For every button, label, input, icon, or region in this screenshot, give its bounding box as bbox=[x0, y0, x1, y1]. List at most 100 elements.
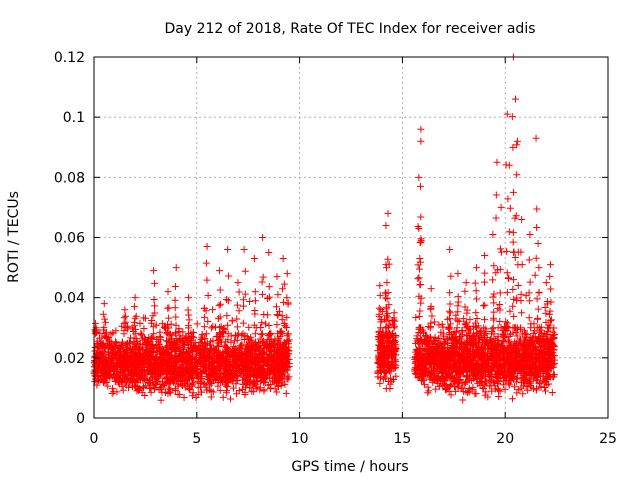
data-point bbox=[179, 328, 187, 336]
data-point bbox=[183, 364, 191, 372]
data-point bbox=[263, 340, 271, 348]
data-point bbox=[506, 204, 514, 212]
data-point bbox=[129, 371, 137, 379]
data-point bbox=[517, 324, 525, 332]
data-point bbox=[454, 317, 462, 325]
data-point bbox=[479, 385, 487, 393]
data-point bbox=[442, 381, 450, 389]
data-point bbox=[235, 387, 243, 395]
data-point bbox=[452, 387, 460, 395]
data-point bbox=[376, 345, 384, 353]
data-point bbox=[209, 306, 217, 314]
data-point bbox=[513, 171, 521, 179]
data-point bbox=[196, 351, 204, 359]
data-point bbox=[267, 384, 275, 392]
data-point bbox=[137, 372, 145, 380]
data-point bbox=[537, 383, 545, 391]
data-point bbox=[172, 321, 180, 329]
data-point bbox=[438, 320, 446, 328]
data-point bbox=[479, 302, 487, 310]
data-point bbox=[123, 375, 131, 383]
data-point bbox=[241, 267, 249, 275]
data-point bbox=[496, 387, 504, 395]
data-point bbox=[432, 385, 440, 393]
data-point bbox=[119, 386, 127, 394]
data-point bbox=[254, 354, 262, 362]
data-point bbox=[481, 301, 489, 309]
data-point bbox=[450, 357, 458, 365]
data-point bbox=[417, 364, 425, 372]
data-point bbox=[495, 392, 503, 400]
data-point bbox=[488, 376, 496, 384]
data-point bbox=[240, 335, 248, 343]
data-point bbox=[235, 346, 243, 354]
data-point bbox=[160, 323, 168, 331]
data-point bbox=[161, 389, 169, 397]
peak-point bbox=[390, 309, 398, 317]
data-point bbox=[379, 353, 387, 361]
data-point bbox=[426, 324, 434, 332]
data-point bbox=[226, 395, 234, 403]
peak-point bbox=[454, 270, 462, 278]
data-point bbox=[275, 350, 283, 358]
data-point bbox=[465, 387, 473, 395]
data-point bbox=[414, 354, 422, 362]
data-point bbox=[481, 391, 489, 399]
data-point bbox=[224, 330, 232, 338]
peak-point bbox=[164, 288, 172, 296]
data-point bbox=[389, 375, 397, 383]
data-point bbox=[533, 205, 541, 213]
data-point bbox=[541, 303, 549, 311]
data-point bbox=[207, 346, 215, 354]
data-point bbox=[490, 308, 498, 316]
data-point bbox=[220, 350, 228, 358]
data-point bbox=[442, 359, 450, 367]
data-point bbox=[484, 345, 492, 353]
data-point bbox=[252, 373, 260, 381]
data-point bbox=[390, 324, 398, 332]
data-point bbox=[98, 349, 106, 357]
data-point bbox=[151, 302, 159, 310]
data-point bbox=[493, 358, 501, 366]
data-point bbox=[515, 342, 523, 350]
data-point bbox=[513, 375, 521, 383]
data-point bbox=[383, 295, 391, 303]
data-point bbox=[95, 364, 103, 372]
data-point bbox=[379, 307, 387, 315]
data-point bbox=[175, 364, 183, 372]
data-point bbox=[382, 385, 390, 393]
data-point bbox=[379, 375, 387, 383]
data-point bbox=[548, 389, 556, 397]
data-point bbox=[166, 377, 174, 385]
data-point bbox=[513, 294, 521, 302]
data-point bbox=[143, 347, 151, 355]
data-point bbox=[527, 383, 535, 391]
data-point bbox=[488, 387, 496, 395]
data-point bbox=[234, 372, 242, 380]
data-point bbox=[415, 324, 423, 332]
data-point bbox=[128, 349, 136, 357]
data-point bbox=[378, 343, 386, 351]
data-point bbox=[283, 313, 291, 321]
data-point bbox=[384, 360, 392, 368]
data-point bbox=[505, 228, 513, 236]
data-point bbox=[445, 324, 453, 332]
data-point bbox=[384, 255, 392, 263]
data-point bbox=[525, 314, 533, 322]
data-point bbox=[283, 324, 291, 332]
data-point bbox=[102, 378, 110, 386]
data-point bbox=[142, 339, 150, 347]
data-point bbox=[133, 387, 141, 395]
data-point bbox=[229, 384, 237, 392]
data-point bbox=[426, 338, 434, 346]
data-point bbox=[522, 343, 530, 351]
data-point bbox=[427, 319, 435, 327]
data-point bbox=[149, 323, 157, 331]
data-point bbox=[266, 331, 274, 339]
data-point bbox=[165, 351, 173, 359]
data-point bbox=[207, 393, 215, 401]
y-tick-label: 0.1 bbox=[63, 110, 85, 126]
data-point bbox=[163, 321, 171, 329]
data-point bbox=[257, 330, 265, 338]
